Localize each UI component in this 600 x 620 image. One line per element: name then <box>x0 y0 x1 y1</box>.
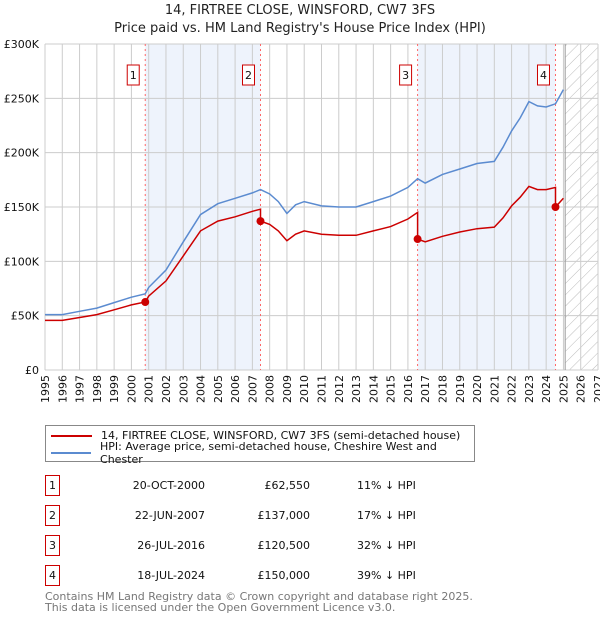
sale-date: 26-JUL-2016 <box>137 539 205 552</box>
x-tick-label: 2015 <box>385 375 398 403</box>
sale-marker-number: 1 <box>130 69 137 82</box>
y-tick-label: £250K <box>4 92 40 105</box>
x-tick-label: 2020 <box>471 375 484 403</box>
sale-marker-box <box>399 64 413 86</box>
sale-marker-box <box>241 64 255 86</box>
legend-blue-swatch <box>51 451 92 454</box>
x-tick-label: 1998 <box>91 375 104 403</box>
x-tick-label: 2019 <box>454 375 467 403</box>
sale-hpi-diff: 32% ↓ HPI <box>357 539 416 552</box>
sale-date: 22-JUN-2007 <box>134 509 205 522</box>
sale-hpi-diff: 39% ↓ HPI <box>357 569 416 582</box>
x-tick-label: 2024 <box>540 375 553 403</box>
chart-subtitle: Price paid vs. HM Land Registry's House … <box>114 21 486 36</box>
y-tick-label: £200K <box>4 147 40 160</box>
x-tick-label: 2021 <box>488 375 501 403</box>
x-tick-label: 2022 <box>506 375 519 403</box>
x-tick-label: 2005 <box>212 375 225 403</box>
x-tick-label: 2004 <box>195 375 208 403</box>
sale-number: 1 <box>45 475 60 496</box>
x-tick-label: 2013 <box>350 375 363 403</box>
sale-row: 4 18-JUL-2024 £150,000 39% ↓ HPI <box>45 565 465 586</box>
footer-line-1: Contains HM Land Registry data © Crown c… <box>45 590 473 603</box>
sale-row: 3 26-JUL-2016 £120,500 32% ↓ HPI <box>45 535 465 556</box>
sale-row: 2 22-JUN-2007 £137,000 17% ↓ HPI <box>45 505 465 526</box>
x-tick-label: 2008 <box>264 375 277 403</box>
sale-hpi-diff: 17% ↓ HPI <box>357 509 416 522</box>
x-tick-label: 2016 <box>402 375 415 403</box>
legend-property: 14, FIRTREE CLOSE, WINSFORD, CW7 3FS (se… <box>101 429 461 442</box>
sale-marker-box <box>126 64 140 86</box>
property-line <box>45 185 564 322</box>
x-tick-label: 1999 <box>108 375 121 403</box>
y-tick-label: £300K <box>4 38 40 51</box>
hpi-line <box>45 89 565 316</box>
sale-marker-number: 3 <box>402 69 409 82</box>
legend-red-swatch <box>51 434 92 437</box>
x-tick-label: 2002 <box>160 375 173 403</box>
sale-marker-number: 4 <box>540 69 547 82</box>
x-tick-label: 2006 <box>229 375 242 403</box>
x-tick-label: 2025 <box>557 375 570 403</box>
x-tick-label: 2007 <box>246 375 259 403</box>
sale-number: 4 <box>45 565 60 586</box>
x-tick-label: 1996 <box>56 375 69 403</box>
chart-title: 14, FIRTREE CLOSE, WINSFORD, CW7 3FS <box>164 3 436 18</box>
sale-date: 20-OCT-2000 <box>132 479 205 492</box>
x-tick-label: 2000 <box>125 375 138 403</box>
x-tick-label: 1997 <box>74 375 87 403</box>
footer-line-2: This data is licensed under the Open Gov… <box>45 601 396 614</box>
sale-hpi-diff: 11% ↓ HPI <box>357 479 416 492</box>
x-tick-label: 2001 <box>143 375 156 403</box>
sale-marker-number: 2 <box>245 69 252 82</box>
price-chart: 1995 1996 1997 1998 1999 2000 2001 2002 2003 2004… <box>4 38 600 403</box>
x-tick-label: 2026 <box>575 375 588 403</box>
x-tick-label: 2027 <box>592 375 600 403</box>
x-tick-label: 2014 <box>367 375 380 403</box>
sale-row: 1 20-OCT-2000 £62,550 11% ↓ HPI <box>45 475 465 496</box>
sale-point <box>256 217 265 226</box>
y-tick-label: £150K <box>4 201 40 214</box>
chart-legend: 14, FIRTREE CLOSE, WINSFORD, CW7 3FS (se… <box>45 425 475 466</box>
y-tick-label: £50K <box>11 310 40 323</box>
x-tick-label: 2018 <box>436 375 449 403</box>
sale-number: 3 <box>45 535 60 556</box>
sale-point <box>141 298 150 307</box>
y-tick-label: £0 <box>25 364 39 377</box>
x-tick-label: 2011 <box>316 375 329 403</box>
sale-point <box>551 203 560 211</box>
sale-number: 2 <box>45 505 60 526</box>
x-tick-label: 2003 <box>177 375 190 403</box>
sale-price: £137,000 <box>257 509 311 522</box>
sale-marker-box <box>536 64 550 86</box>
footer: Contains HM Land Registry data © Crown c… <box>45 591 473 613</box>
x-tick-label: 1995 <box>39 375 52 403</box>
x-tick-label: 2010 <box>298 375 311 403</box>
legend-hpi: HPI: Average price, semi-detached house,… <box>100 439 437 466</box>
sale-price: £62,550 <box>264 479 311 492</box>
x-tick-label: 2023 <box>523 375 536 403</box>
x-tick-label: 2009 <box>281 375 294 403</box>
y-tick-label: £100K <box>4 255 40 268</box>
sale-date: 18-JUL-2024 <box>137 569 205 582</box>
sale-price: £120,500 <box>257 539 311 552</box>
sale-price: £150,000 <box>257 569 311 582</box>
x-tick-label: 2017 <box>419 375 432 403</box>
sale-point <box>413 235 422 244</box>
x-tick-label: 2012 <box>333 375 346 403</box>
